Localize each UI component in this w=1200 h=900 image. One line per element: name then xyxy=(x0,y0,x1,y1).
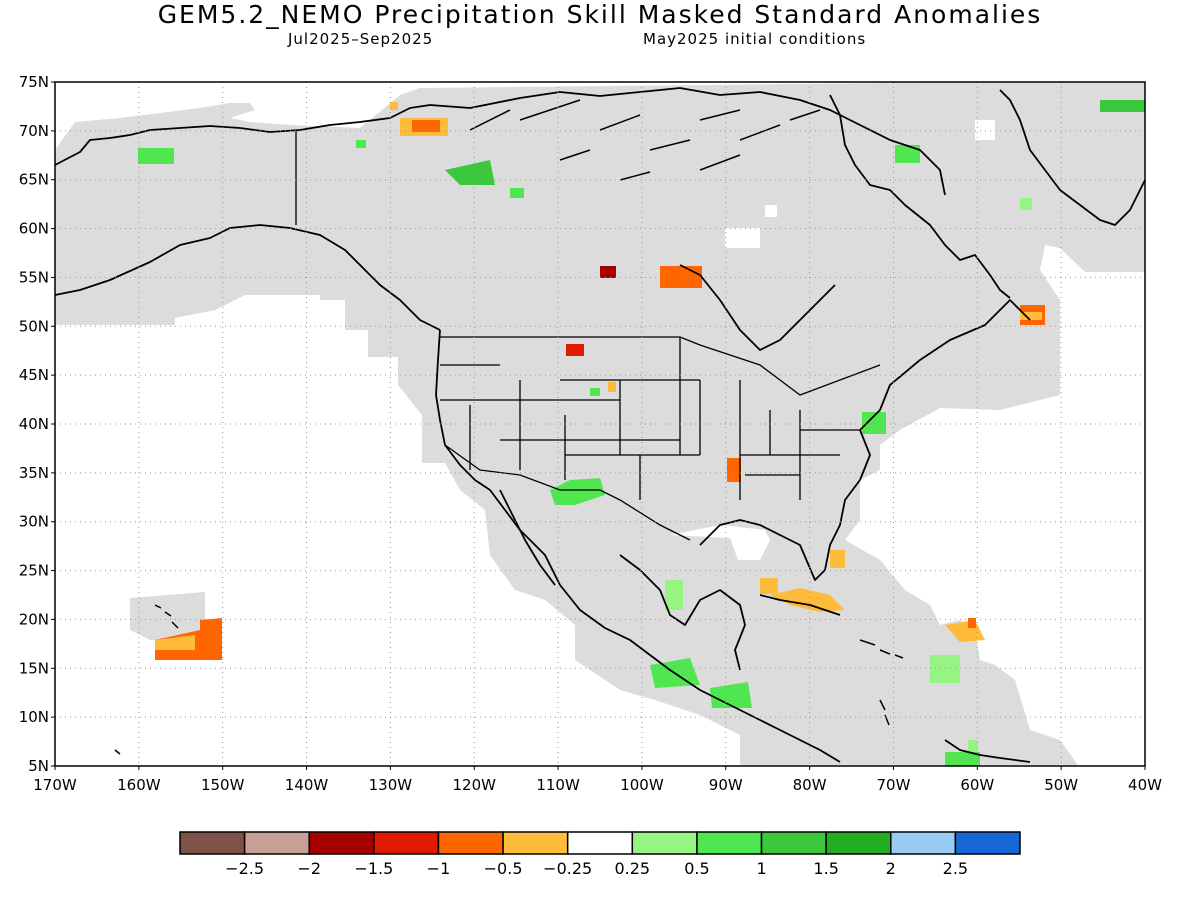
islands xyxy=(114,99,904,755)
longitude-tick-label: 130W xyxy=(369,776,413,794)
longitude-tick-label: 50W xyxy=(1044,776,1078,794)
latitude-tick-label: 15N xyxy=(19,659,49,677)
longitude-tick-label: 100W xyxy=(620,776,664,794)
colorbar-swatch xyxy=(954,831,1021,855)
longitude-tick-label: 110W xyxy=(536,776,580,794)
longitude-tick-label: 140W xyxy=(285,776,329,794)
colorbar-label: 0.25 xyxy=(614,859,650,878)
latitude-tick-label: 30N xyxy=(19,513,49,531)
season-subtitle: Jul2025–Sep2025 xyxy=(288,30,434,48)
anomaly-shading xyxy=(138,100,1145,766)
longitude-tick-label: 160W xyxy=(117,776,161,794)
colorbar-swatch xyxy=(890,831,957,855)
longitude-tick-label: 80W xyxy=(793,776,827,794)
colorbar-label: −1.5 xyxy=(354,859,393,878)
colorbar-swatch xyxy=(179,831,246,855)
map-title: GEM5.2_NEMO Precipitation Skill Masked S… xyxy=(157,0,1043,29)
political-borders xyxy=(295,130,881,541)
latitude-tick-label: 25N xyxy=(19,562,49,580)
latitude-tick-label: 40N xyxy=(19,415,49,433)
longitude-tick-label: 60W xyxy=(960,776,994,794)
latitude-tick-label: 45N xyxy=(19,366,49,384)
latitude-tick-label: 35N xyxy=(19,464,49,482)
colorbar-swatch xyxy=(437,831,504,855)
colorbar-label: 2 xyxy=(886,859,896,878)
latitude-tick-label: 65N xyxy=(19,171,49,189)
colorbar-label: 1.5 xyxy=(813,859,838,878)
colorbar-swatch xyxy=(373,831,440,855)
colorbar-swatch xyxy=(308,831,375,855)
colorbar-swatch xyxy=(760,831,827,855)
colorbar-label: 2.5 xyxy=(943,859,968,878)
graticule xyxy=(55,82,1145,766)
latitude-tick-label: 60N xyxy=(19,220,49,238)
colorbar-label: −2.5 xyxy=(225,859,264,878)
longitude-tick-label: 150W xyxy=(201,776,245,794)
colorbar-label: −0.25 xyxy=(543,859,592,878)
colorbar-swatch xyxy=(631,831,698,855)
coastlines xyxy=(54,87,1146,763)
longitude-tick-label: 120W xyxy=(452,776,496,794)
colorbar-label: 0.5 xyxy=(684,859,709,878)
latitude-tick-label: 75N xyxy=(19,73,49,91)
latitude-tick-label: 20N xyxy=(19,610,49,628)
colorbar xyxy=(179,831,1021,855)
longitude-tick-label: 90W xyxy=(709,776,743,794)
mask-gaps xyxy=(670,120,995,560)
colorbar-label: −1 xyxy=(427,859,451,878)
longitude-tick-label: 70W xyxy=(877,776,911,794)
colorbar-swatch xyxy=(243,831,310,855)
latitude-tick-label: 5N xyxy=(28,757,49,775)
initial-conditions-subtitle: May2025 initial conditions xyxy=(643,30,867,48)
colorbar-labels: −2.5 −2 −1.5 −1 −0.5 −0.25 0.25 0.5 1 1.5 2 2.5 xyxy=(225,859,968,878)
latitude-tick-label: 70N xyxy=(19,122,49,140)
colorbar-swatch xyxy=(502,831,569,855)
colorbar-swatch xyxy=(696,831,763,855)
longitude-tick-label: 40W xyxy=(1128,776,1162,794)
colorbar-label: −0.5 xyxy=(484,859,523,878)
latitude-axis: 75N 70N 65N 60N 55N 50N 45N 40N 35N 30N 25N 20N 15N 1… xyxy=(19,73,55,775)
latitude-tick-label: 10N xyxy=(19,708,49,726)
colorbar-swatch xyxy=(825,831,892,855)
latitude-tick-label: 50N xyxy=(19,317,49,335)
colorbar-swatch xyxy=(566,831,634,855)
longitude-tick-label: 170W xyxy=(33,776,77,794)
latitude-tick-label: 55N xyxy=(19,268,49,286)
colorbar-label: 1 xyxy=(756,859,766,878)
longitude-axis: 170W 160W 150W 140W 130W 120W 110W 100W 90W 80W 70… xyxy=(33,766,1162,794)
colorbar-label: −2 xyxy=(297,859,321,878)
